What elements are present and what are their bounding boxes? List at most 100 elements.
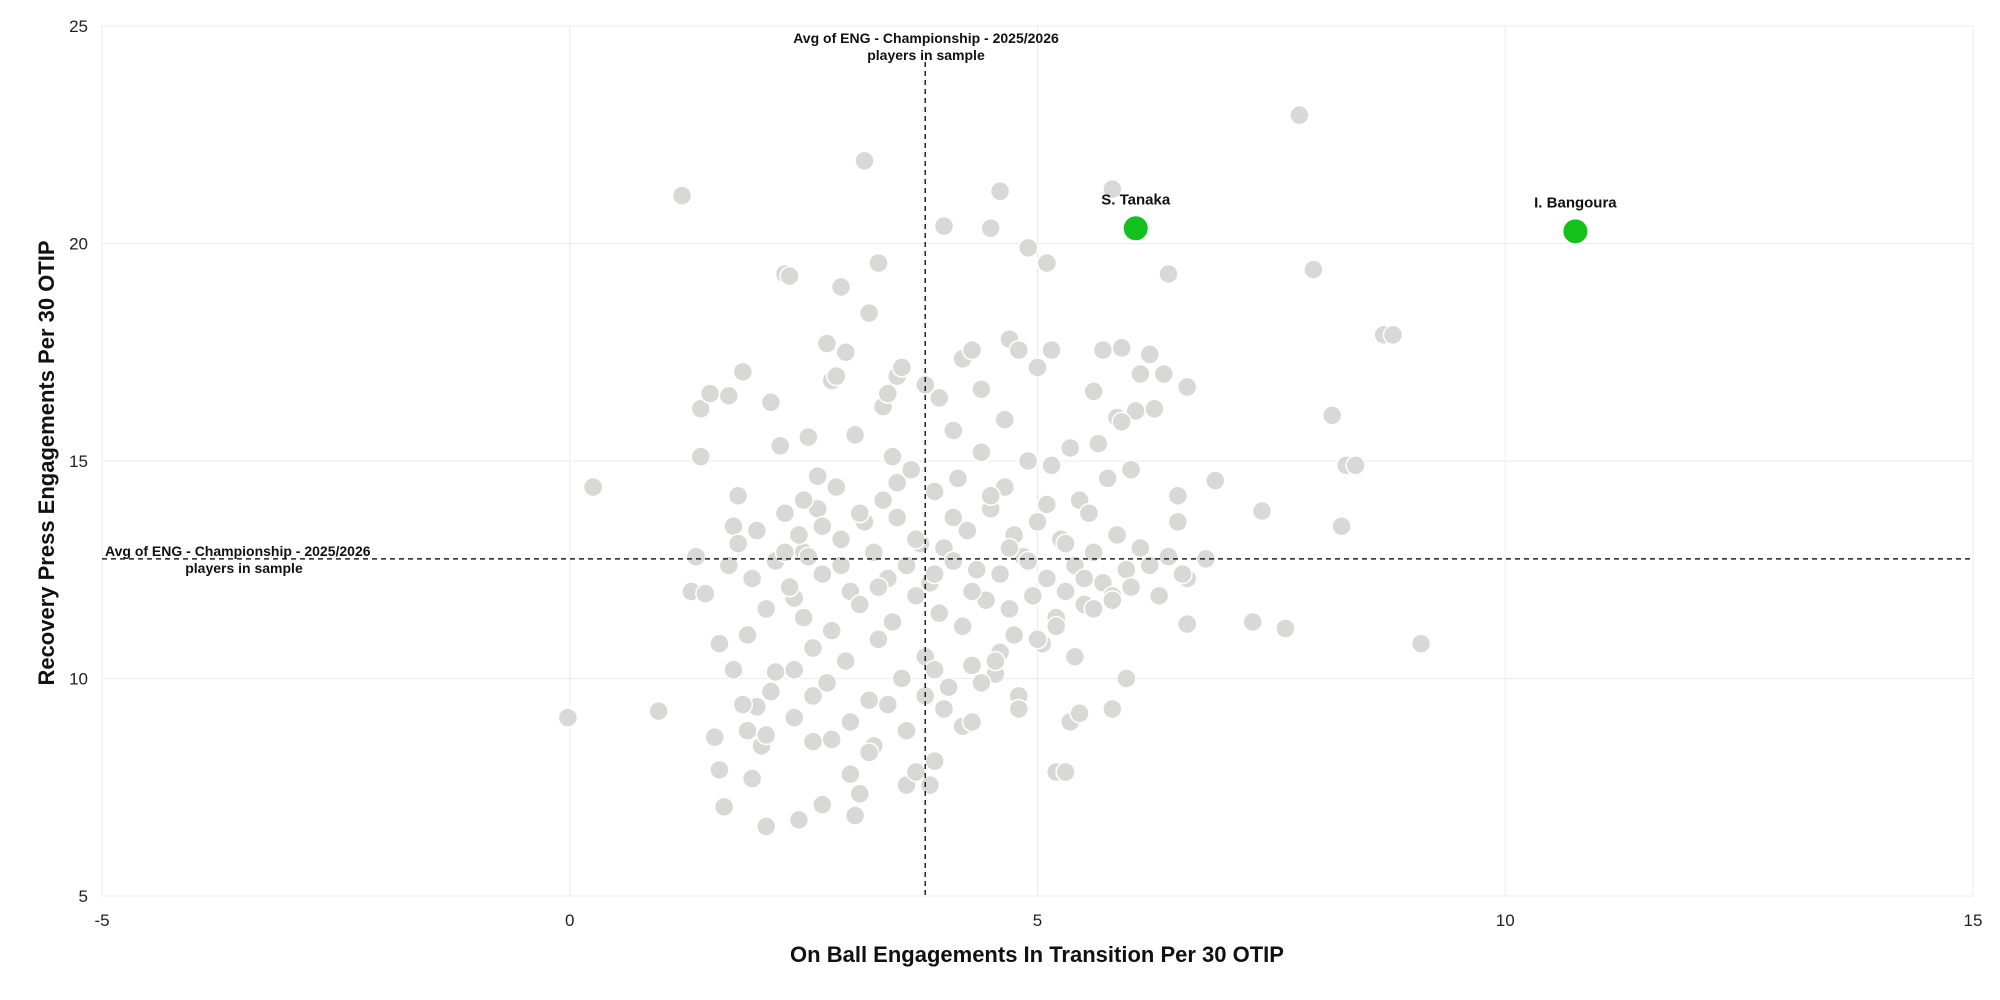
axis-ticks: -5 0 5 10 15 5 10 15 20 25 xyxy=(69,17,1982,930)
data-point xyxy=(1022,585,1044,607)
data-point xyxy=(812,563,833,585)
data-point xyxy=(1116,668,1137,689)
y-tick-label: 15 xyxy=(69,452,88,471)
x-tick-label: -5 xyxy=(94,911,109,930)
data-point xyxy=(1158,263,1179,285)
data-point xyxy=(732,694,754,715)
data-point xyxy=(779,265,800,287)
grid xyxy=(101,25,1974,897)
data-point xyxy=(821,620,842,641)
data-point xyxy=(957,520,978,541)
data-point xyxy=(886,507,908,528)
data-point xyxy=(1111,337,1132,359)
data-point xyxy=(835,650,856,672)
data-point xyxy=(1036,252,1058,274)
data-point xyxy=(1083,381,1104,402)
data-point xyxy=(1041,339,1062,361)
data-point xyxy=(952,616,973,637)
data-point xyxy=(1139,344,1161,365)
data-point xyxy=(872,489,894,511)
data-point xyxy=(709,759,730,781)
data-point xyxy=(1167,485,1189,507)
data-point xyxy=(924,563,945,585)
data-point xyxy=(1345,455,1366,476)
data-point xyxy=(1083,598,1104,620)
data-point xyxy=(1092,339,1114,361)
data-point xyxy=(886,472,908,493)
data-point xyxy=(1088,433,1109,454)
data-point xyxy=(695,583,716,604)
x-tick-label: 0 xyxy=(565,911,574,930)
y-axis-title: Recovery Press Engagements Per 30 OTIP xyxy=(34,240,59,685)
data-point xyxy=(858,742,880,763)
highlight-point-i-bangoura xyxy=(1561,217,1590,246)
data-point xyxy=(835,342,856,363)
data-point xyxy=(966,559,987,580)
x-tick-label: 15 xyxy=(1964,911,1983,930)
data-point xyxy=(989,181,1011,202)
data-point xyxy=(732,361,754,383)
data-point xyxy=(877,694,899,715)
data-point xyxy=(784,707,805,728)
data-point xyxy=(779,576,800,598)
data-point xyxy=(755,724,777,746)
data-point xyxy=(891,668,913,689)
data-point xyxy=(971,442,992,463)
data-point xyxy=(929,387,950,409)
y-tick-label: 20 xyxy=(69,235,88,254)
data-point xyxy=(1331,516,1352,537)
data-point xyxy=(868,252,889,274)
data-point xyxy=(844,424,866,446)
data-point xyxy=(737,720,758,741)
data-point xyxy=(704,726,726,748)
data-point xyxy=(924,659,945,681)
data-point xyxy=(919,774,941,796)
data-point xyxy=(1289,104,1310,126)
data-point xyxy=(943,507,964,528)
data-point xyxy=(784,659,805,681)
data-point xyxy=(971,378,992,400)
data-point xyxy=(746,520,768,541)
data-point xyxy=(961,655,983,676)
data-point xyxy=(947,468,969,489)
data-point xyxy=(1008,698,1030,720)
data-point xyxy=(858,690,880,711)
data-point xyxy=(933,215,955,237)
data-point xyxy=(1204,470,1226,491)
data-point xyxy=(868,576,889,598)
data-point xyxy=(802,685,824,707)
data-point xyxy=(933,698,955,720)
data-point xyxy=(849,594,871,615)
data-point xyxy=(980,485,1001,507)
data-point xyxy=(1055,761,1076,783)
data-point xyxy=(961,711,983,733)
data-point xyxy=(830,276,852,298)
data-point xyxy=(943,420,964,441)
data-point xyxy=(1167,511,1189,533)
data-point xyxy=(1041,455,1062,476)
avg-x-label-line2: players in sample xyxy=(867,47,985,63)
data-point xyxy=(807,465,828,487)
data-point xyxy=(980,218,1001,239)
data-point xyxy=(802,637,824,659)
data-point xyxy=(741,768,763,789)
data-point xyxy=(671,185,693,206)
data-point xyxy=(816,672,838,694)
data-point xyxy=(1139,555,1161,576)
data-point xyxy=(802,731,824,752)
data-point xyxy=(863,542,885,563)
data-point xyxy=(798,546,819,567)
data-point xyxy=(812,794,833,815)
data-point xyxy=(849,502,871,524)
data-point xyxy=(1008,339,1030,361)
data-point xyxy=(1176,613,1198,635)
data-point xyxy=(1158,546,1179,567)
data-point xyxy=(1195,548,1217,570)
data-point xyxy=(1069,703,1090,724)
data-point xyxy=(1036,568,1058,589)
data-point xyxy=(1064,646,1086,667)
x-axis-title: On Ball Engagements In Transition Per 30… xyxy=(790,942,1284,967)
data-point xyxy=(858,302,880,324)
y-tick-label: 5 xyxy=(79,887,88,906)
